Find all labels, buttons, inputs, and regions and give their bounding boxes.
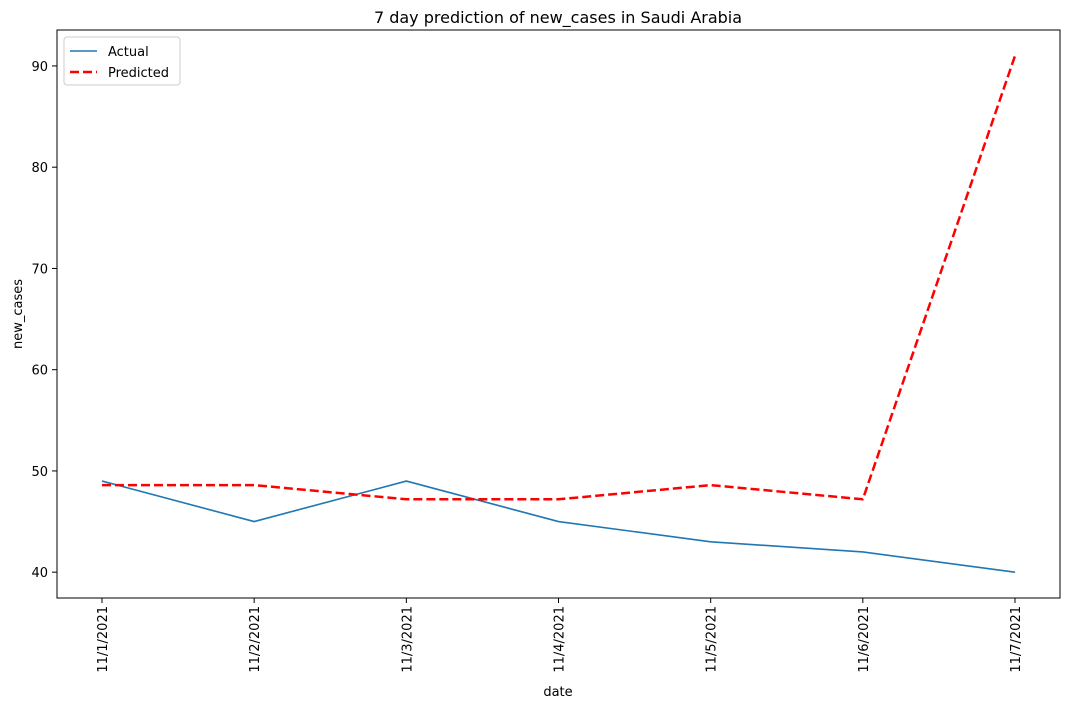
legend-label-actual: Actual [108,45,149,60]
legend-label-predicted: Predicted [108,66,169,81]
legend: Actual Predicted [63,36,181,86]
x-tick-label: 11/2/2021 [248,606,263,673]
y-axis-label: new_cases [11,279,26,349]
y-tick-label: 50 [31,465,48,480]
x-tick-label: 11/3/2021 [400,606,415,673]
y-tick-label: 60 [31,364,48,379]
x-tick-label: 11/5/2021 [705,606,720,673]
series-layer [101,55,1017,573]
series-line-predicted [102,55,1017,501]
legend-box [63,36,181,86]
y-tick-label: 90 [31,60,48,75]
y-tick-label: 40 [31,566,48,581]
series-line-actual [101,480,1016,573]
x-axis-label: date [543,685,572,700]
x-axis: 11/1/2021 11/2/2021 11/3/2021 11/4/2021 11/5… [96,598,1024,673]
y-tick-label: 80 [31,161,48,176]
y-tick-label: 70 [31,262,48,277]
x-tick-label: 11/7/2021 [1009,606,1024,673]
x-tick-label: 11/4/2021 [553,606,568,673]
chart-title: 7 day prediction of new_cases in Saudi A… [374,8,742,28]
x-tick-label: 11/6/2021 [857,606,872,673]
x-tick-label: 11/1/2021 [96,606,111,673]
y-axis: 40 50 60 70 80 90 [31,60,57,581]
